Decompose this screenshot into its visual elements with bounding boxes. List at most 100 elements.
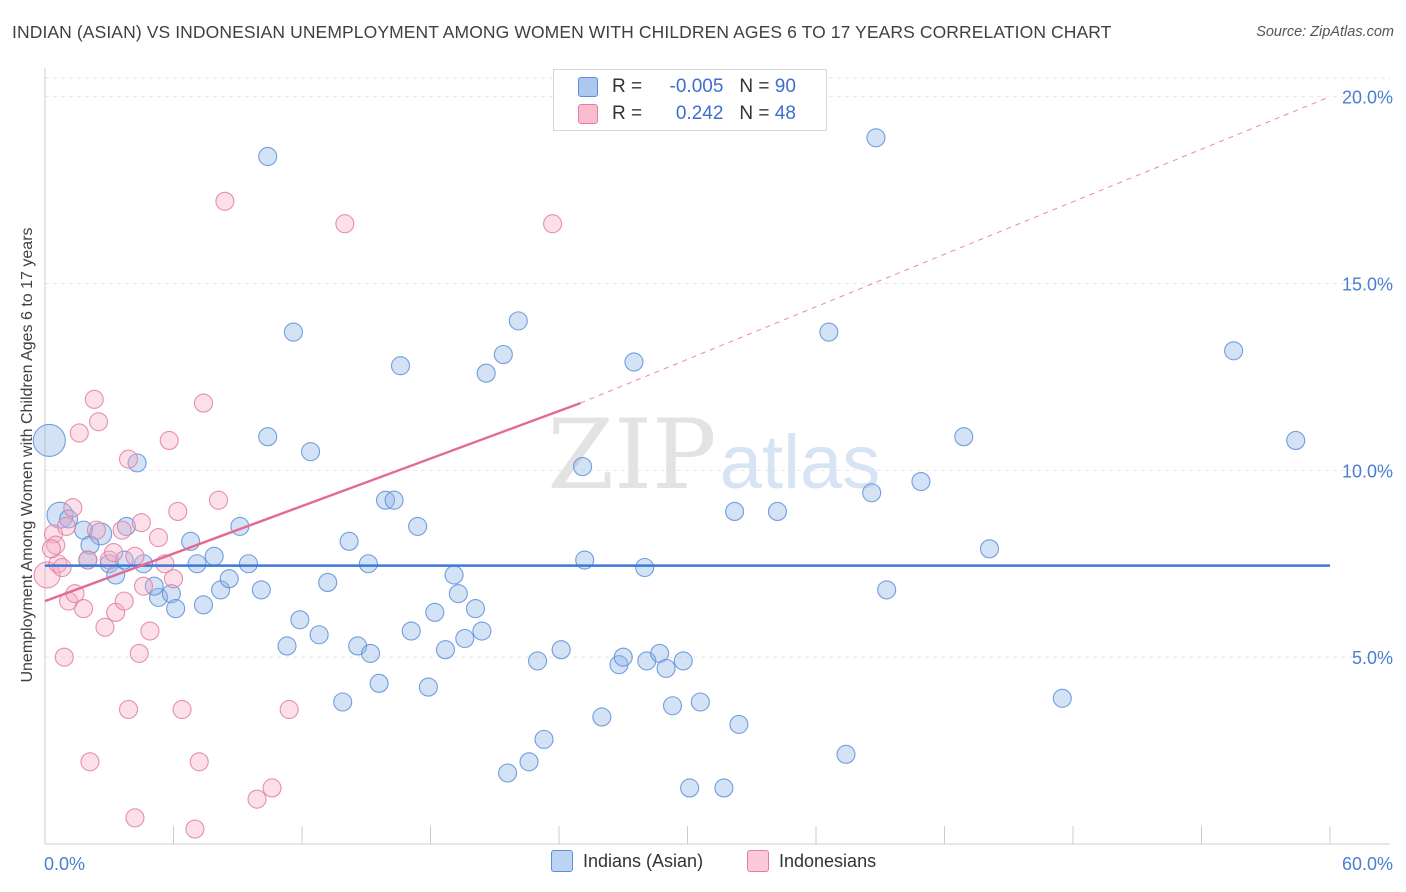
legend-r-label: R = bbox=[612, 76, 643, 97]
point-indians-asian bbox=[573, 457, 593, 477]
trendline-indonesians-projection bbox=[580, 96, 1331, 404]
point-indians-asian bbox=[384, 490, 404, 510]
point-indians-asian bbox=[301, 442, 321, 462]
point-indians-asian bbox=[444, 565, 464, 585]
point-indonesians bbox=[95, 617, 115, 637]
axes bbox=[44, 68, 1390, 845]
y-axis-label: Unemployment Among Women with Children A… bbox=[19, 227, 36, 683]
point-indians-asian bbox=[144, 576, 164, 596]
point-indonesians bbox=[193, 393, 214, 413]
y-tick-label: 5.0% bbox=[1352, 648, 1393, 668]
point-indonesians bbox=[163, 569, 184, 589]
point-indians-asian bbox=[662, 696, 683, 716]
point-indonesians bbox=[103, 542, 124, 563]
point-indians-asian bbox=[493, 344, 513, 365]
point-indonesians bbox=[159, 430, 179, 450]
point-indonesians bbox=[208, 490, 229, 510]
point-indians-asian bbox=[1224, 341, 1244, 361]
x-tick-label-max: 60.0% bbox=[1342, 854, 1393, 874]
point-indonesians bbox=[63, 498, 83, 518]
point-indians-asian bbox=[418, 677, 438, 697]
point-indonesians bbox=[125, 808, 145, 828]
watermark-atlas: atlas bbox=[720, 420, 881, 505]
bottom-legend-label-indonesians: Indonesians bbox=[779, 850, 877, 871]
point-indians-asian bbox=[673, 651, 693, 671]
point-indians-asian bbox=[318, 572, 338, 592]
point-indians-asian bbox=[59, 509, 79, 529]
point-indians-asian bbox=[635, 557, 655, 578]
point-indonesians bbox=[129, 643, 149, 663]
point-indians-asian bbox=[1286, 430, 1306, 450]
point-indonesians bbox=[148, 528, 169, 548]
point-indians-asian bbox=[277, 636, 297, 656]
stats-legend: R = -0.005 N = 90 R = 0.242 N = 48 bbox=[553, 69, 827, 131]
legend-n-value: 48 bbox=[774, 103, 796, 124]
tick-labels: 5.0% 10.0% 15.0% 20.0% 0.0% 60.0% bbox=[44, 88, 1393, 874]
legend-r-value: 0.242 bbox=[675, 103, 724, 124]
point-indonesians bbox=[168, 501, 188, 521]
point-indonesians bbox=[133, 576, 154, 596]
point-indians-asian bbox=[836, 744, 856, 764]
point-indians-asian bbox=[408, 516, 428, 536]
point-indians-asian bbox=[219, 569, 239, 589]
y-tick-label: 15.0% bbox=[1342, 275, 1393, 295]
point-indians-asian bbox=[729, 714, 749, 734]
point-indonesians bbox=[74, 599, 94, 619]
bottom-legend-label-indians: Indians (Asian) bbox=[583, 850, 704, 871]
point-indians-asian bbox=[498, 763, 518, 783]
point-indonesians bbox=[88, 412, 109, 432]
point-indonesians bbox=[215, 191, 235, 211]
point-indonesians bbox=[86, 520, 106, 540]
legend-n-label: N = bbox=[739, 103, 770, 124]
legend-n-label: N = bbox=[739, 76, 770, 97]
point-indonesians bbox=[131, 513, 151, 533]
point-indians-asian bbox=[465, 599, 486, 619]
point-indians-asian bbox=[161, 584, 181, 604]
point-indians-asian bbox=[425, 602, 445, 622]
point-indonesians bbox=[125, 546, 145, 566]
point-indonesians bbox=[262, 778, 282, 798]
point-indians-asian bbox=[592, 707, 612, 727]
point-indians-asian bbox=[624, 352, 644, 372]
legend-swatch-indians bbox=[578, 77, 598, 97]
bottom-legend-swatch-indians bbox=[551, 850, 573, 872]
chart-title: INDIAN (ASIAN) VS INDONESIAN UNEMPLOYMEN… bbox=[12, 22, 1112, 42]
point-indonesians bbox=[185, 819, 205, 839]
point-indians-asian bbox=[290, 610, 310, 630]
data-points bbox=[32, 128, 1306, 839]
point-indians-asian bbox=[32, 423, 66, 457]
point-indians-asian bbox=[455, 628, 475, 649]
legend-r-value: -0.005 bbox=[669, 76, 724, 97]
point-indonesians bbox=[118, 449, 139, 469]
point-indonesians bbox=[189, 752, 209, 772]
point-indians-asian bbox=[767, 501, 788, 521]
point-indians-asian bbox=[656, 658, 676, 678]
point-indians-asian bbox=[333, 692, 353, 712]
point-indonesians bbox=[335, 214, 355, 234]
point-indians-asian bbox=[519, 752, 539, 772]
point-indonesians bbox=[84, 389, 104, 409]
point-indonesians bbox=[118, 699, 139, 720]
point-indians-asian bbox=[534, 729, 554, 749]
point-indians-asian bbox=[954, 427, 974, 447]
point-indonesians bbox=[172, 699, 192, 720]
point-indians-asian bbox=[401, 621, 421, 641]
point-indians-asian bbox=[528, 651, 548, 671]
point-indians-asian bbox=[979, 539, 1000, 559]
point-indians-asian bbox=[551, 640, 571, 660]
source-label: Source: ZipAtlas.com bbox=[1256, 24, 1394, 40]
point-indonesians bbox=[41, 539, 61, 559]
point-indonesians bbox=[112, 520, 132, 540]
point-indonesians bbox=[279, 699, 299, 720]
point-indians-asian bbox=[187, 554, 207, 574]
point-indians-asian bbox=[476, 363, 496, 383]
point-indonesians bbox=[140, 621, 160, 641]
point-indians-asian bbox=[204, 546, 224, 566]
point-indians-asian bbox=[358, 554, 378, 574]
point-indians-asian bbox=[508, 311, 528, 331]
point-indonesians bbox=[543, 214, 563, 234]
point-indians-asian bbox=[472, 621, 492, 641]
point-indians-asian bbox=[680, 778, 700, 798]
point-indians-asian bbox=[193, 595, 214, 615]
